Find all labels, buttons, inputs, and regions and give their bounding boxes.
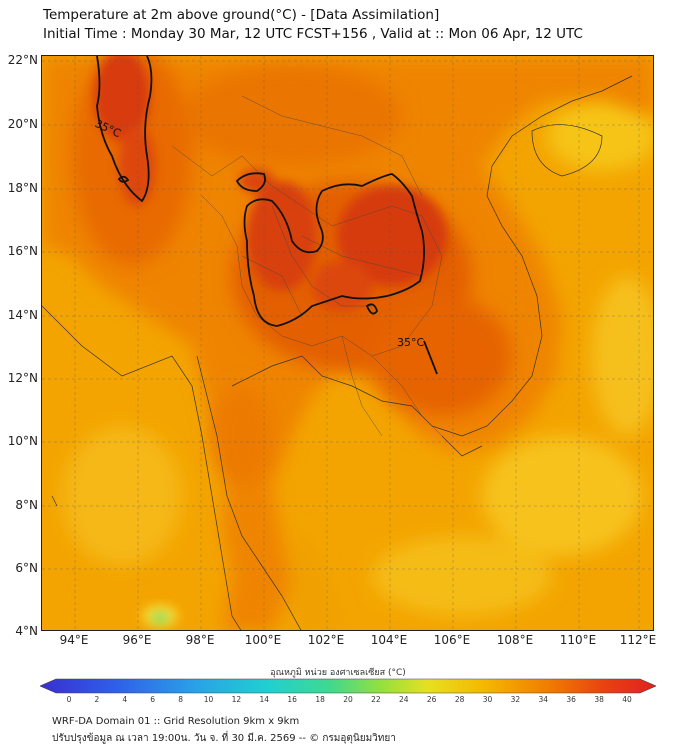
- lat-label-8n: 8°N: [15, 498, 38, 512]
- temperature-map: 35°C 35°C: [41, 55, 654, 631]
- lon-label-100e: 100°E: [244, 633, 282, 647]
- lon-label-112e: 112°E: [619, 633, 657, 647]
- colorbar-tick: 38: [594, 695, 604, 704]
- colorbar-tick: 32: [510, 695, 521, 704]
- lon-label-106e: 106°E: [433, 633, 471, 647]
- lon-label-108e: 108°E: [496, 633, 534, 647]
- contour-label-east: 35°C: [397, 336, 424, 349]
- colorbar-tick: 16: [287, 695, 297, 704]
- colorbar-tick: 26: [426, 695, 437, 704]
- colorbar-tick: 4: [122, 695, 128, 704]
- colorbar-tick: 10: [203, 695, 214, 704]
- colorbar-tick: 18: [315, 695, 325, 704]
- lon-label-96e: 96°E: [122, 633, 152, 647]
- colorbar-tick: 34: [538, 695, 549, 704]
- admin-borders: [171, 95, 443, 437]
- lat-label-12n: 12°N: [7, 371, 38, 385]
- cool-spot: [142, 604, 178, 628]
- colorbar-tick: 20: [343, 695, 353, 704]
- colorbar-tick: 6: [150, 695, 156, 704]
- lat-label-6n: 6°N: [15, 561, 38, 575]
- colorbar-tick: 14: [259, 695, 270, 704]
- chart-title: Temperature at 2m above ground(°C) - [Da…: [43, 7, 440, 23]
- chart-subtitle: Initial Time : Monday 30 Mar, 12 UTC FCS…: [43, 26, 583, 42]
- lon-label-102e: 102°E: [307, 633, 345, 647]
- colorbar-tick: 36: [566, 695, 576, 704]
- colorbar-label: อุณหภูมิ หน่วย องศาเซลเซียส (°C): [270, 668, 406, 678]
- footer-grid-info: WRF-DA Domain 01 :: Grid Resolution 9km …: [52, 716, 300, 727]
- colorbar-tick: 24: [399, 695, 409, 704]
- lat-label-22n: 22°N: [7, 53, 38, 67]
- colorbar-tick: 8: [178, 695, 183, 704]
- lon-label-98e: 98°E: [185, 633, 215, 647]
- colorbar-tick: 12: [231, 695, 242, 704]
- footer-update-info: ปรับปรุงข้อมูล ณ เวลา 19:00น. วัน จ. ที่…: [52, 733, 396, 744]
- colorbar-tick: 30: [482, 695, 493, 704]
- lon-label-110e: 110°E: [559, 633, 597, 647]
- colorbar-tick: 22: [371, 695, 381, 704]
- coastlines: [42, 75, 633, 630]
- lat-label-4n: 4°N: [15, 624, 38, 638]
- lat-label-18n: 18°N: [7, 181, 38, 195]
- contour-35c: [96, 56, 438, 375]
- lat-label-16n: 16°N: [7, 244, 38, 258]
- colorbar: [40, 678, 656, 694]
- lat-label-14n: 14°N: [7, 308, 38, 322]
- lat-label-10n: 10°N: [7, 434, 38, 448]
- lon-label-94e: 94°E: [59, 633, 89, 647]
- lat-label-20n: 20°N: [7, 117, 38, 131]
- lon-label-104e: 104°E: [370, 633, 408, 647]
- colorbar-tick: 40: [622, 695, 632, 704]
- colorbar-tick: 2: [94, 695, 100, 704]
- colorbar-tick: 0: [66, 695, 72, 704]
- colorbar-tick: 28: [454, 695, 465, 704]
